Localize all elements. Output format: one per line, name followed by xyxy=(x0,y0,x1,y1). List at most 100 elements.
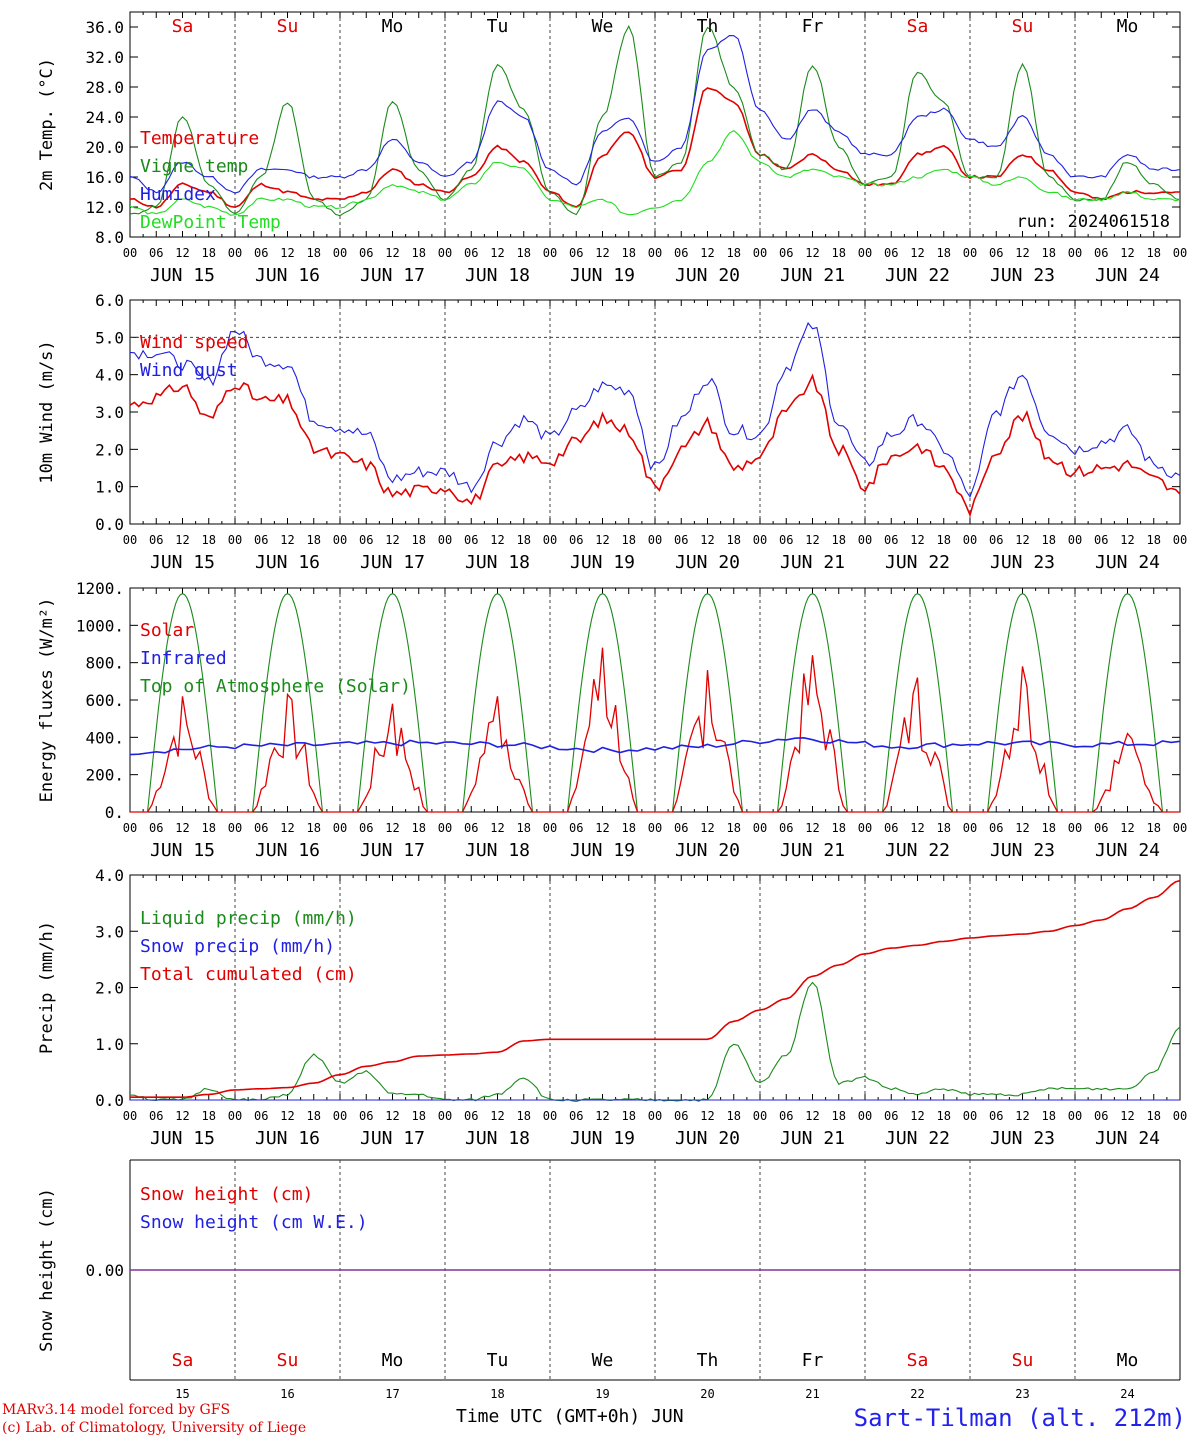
series-line xyxy=(129,373,1181,518)
date-label: JUN 18 xyxy=(465,265,530,286)
hour-tick-label: 00 xyxy=(753,246,767,260)
series-line xyxy=(129,35,1181,194)
hour-tick-label: 00 xyxy=(753,1109,767,1123)
weekday-label: Sa xyxy=(172,1350,194,1371)
hour-tick-label: 18 xyxy=(202,821,216,835)
hour-tick-label: 06 xyxy=(779,1109,793,1123)
y-tick-label: 3.0 xyxy=(95,922,124,941)
weekday-label: Su xyxy=(1012,16,1034,37)
legend-entry-3: Snow precip (mm/h) xyxy=(140,936,335,957)
hour-tick-label: 18 xyxy=(1042,821,1056,835)
hour-tick-label: 00 xyxy=(228,821,242,835)
hour-tick-label: 06 xyxy=(1094,246,1108,260)
hour-tick-label: 12 xyxy=(700,246,714,260)
hour-tick-label: 06 xyxy=(464,821,478,835)
date-label: JUN 22 xyxy=(885,1128,950,1149)
hour-tick-label: 00 xyxy=(1173,1109,1187,1123)
y-tick-label: 400. xyxy=(85,728,124,747)
panel-frame-1 xyxy=(129,299,1181,525)
legend-entry-4: Snow height (cm) xyxy=(140,1184,313,1205)
y-tick-label: 32.0 xyxy=(85,48,124,67)
hour-tick-label: 00 xyxy=(1173,246,1187,260)
date-label: JUN 24 xyxy=(1095,552,1160,573)
hour-tick-label: 12 xyxy=(910,246,924,260)
hour-tick-label: 18 xyxy=(517,821,531,835)
hour-tick-label: 12 xyxy=(805,246,819,260)
date-label: JUN 16 xyxy=(255,840,320,861)
date-label: JUN 15 xyxy=(150,552,215,573)
hour-tick-label: 12 xyxy=(595,1109,609,1123)
date-label: JUN 18 xyxy=(465,1128,530,1149)
date-label: JUN 17 xyxy=(360,265,425,286)
hour-tick-label: 06 xyxy=(149,533,163,547)
hour-tick-label: 12 xyxy=(280,821,294,835)
date-label: JUN 19 xyxy=(570,1128,635,1149)
hour-tick-label: 12 xyxy=(1015,246,1029,260)
weekday-label: Fr xyxy=(802,16,824,37)
hour-tick-label: 18 xyxy=(937,1109,951,1123)
y-tick-label: 8.0 xyxy=(95,228,124,247)
hour-tick-label: 12 xyxy=(805,821,819,835)
date-label: JUN 18 xyxy=(465,840,530,861)
date-label: JUN 21 xyxy=(780,840,845,861)
hour-tick-label: 00 xyxy=(1068,821,1082,835)
hour-tick-label: 18 xyxy=(727,246,741,260)
hour-tick-label: 00 xyxy=(753,821,767,835)
hour-tick-label: 00 xyxy=(1068,533,1082,547)
y-tick-label: 600. xyxy=(85,691,124,710)
hour-tick-label: 06 xyxy=(464,533,478,547)
hour-tick-label: 00 xyxy=(858,1109,872,1123)
hour-tick-label: 12 xyxy=(700,821,714,835)
hour-tick-label: 00 xyxy=(438,1109,452,1123)
date-label: JUN 20 xyxy=(675,1128,740,1149)
hour-tick-label: 06 xyxy=(464,1109,478,1123)
hour-tick-label: 18 xyxy=(622,821,636,835)
day-number-label: 19 xyxy=(595,1387,609,1400)
hour-tick-label: 00 xyxy=(963,533,977,547)
day-number-label: 22 xyxy=(910,1387,924,1400)
hour-tick-label: 00 xyxy=(333,1109,347,1123)
hour-tick-label: 00 xyxy=(228,246,242,260)
date-label: JUN 16 xyxy=(255,1128,320,1149)
hour-tick-label: 00 xyxy=(333,821,347,835)
hour-tick-label: 12 xyxy=(1120,246,1134,260)
day-number-label: 21 xyxy=(805,1387,819,1400)
weekday-label: Sa xyxy=(907,1350,929,1371)
y-tick-label: 5.0 xyxy=(95,328,124,347)
y-tick-label: 0. xyxy=(105,803,124,822)
day-number-label: 17 xyxy=(385,1387,399,1400)
hour-tick-label: 12 xyxy=(280,1109,294,1123)
weekday-label: We xyxy=(592,16,614,37)
hour-tick-label: 00 xyxy=(648,1109,662,1123)
hour-tick-label: 18 xyxy=(517,533,531,547)
hour-tick-label: 06 xyxy=(359,1109,373,1123)
hour-tick-label: 00 xyxy=(543,246,557,260)
hour-tick-label: 18 xyxy=(1042,246,1056,260)
credit-line-2: (c) Lab. of Climatology, University of L… xyxy=(2,1420,307,1436)
hour-tick-label: 12 xyxy=(490,533,504,547)
x-axis-title: Time UTC (GMT+0h) JUN xyxy=(456,1406,684,1427)
hour-tick-label: 06 xyxy=(569,533,583,547)
weekday-label: Mo xyxy=(382,16,404,37)
hour-tick-label: 00 xyxy=(1173,821,1187,835)
hour-tick-label: 00 xyxy=(123,821,137,835)
hour-tick-label: 18 xyxy=(202,1109,216,1123)
series-line xyxy=(129,130,1181,216)
hour-tick-label: 18 xyxy=(517,246,531,260)
y-tick-label: 12.0 xyxy=(85,198,124,217)
weekday-label: Mo xyxy=(1117,1350,1139,1371)
date-label: JUN 20 xyxy=(675,552,740,573)
weekday-label: We xyxy=(592,1350,614,1371)
hour-tick-label: 18 xyxy=(622,1109,636,1123)
hour-tick-label: 18 xyxy=(832,821,846,835)
legend-entry-4: Snow height (cm W.E.) xyxy=(140,1212,368,1233)
date-label: JUN 21 xyxy=(780,552,845,573)
date-label: JUN 17 xyxy=(360,552,425,573)
hour-tick-label: 18 xyxy=(202,533,216,547)
hour-tick-label: 06 xyxy=(359,821,373,835)
y-tick-label: 1.0 xyxy=(95,478,124,497)
series-line xyxy=(129,87,1180,209)
y-tick-label: 0.0 xyxy=(95,515,124,534)
hour-tick-label: 00 xyxy=(543,1109,557,1123)
hour-tick-label: 12 xyxy=(1015,1109,1029,1123)
